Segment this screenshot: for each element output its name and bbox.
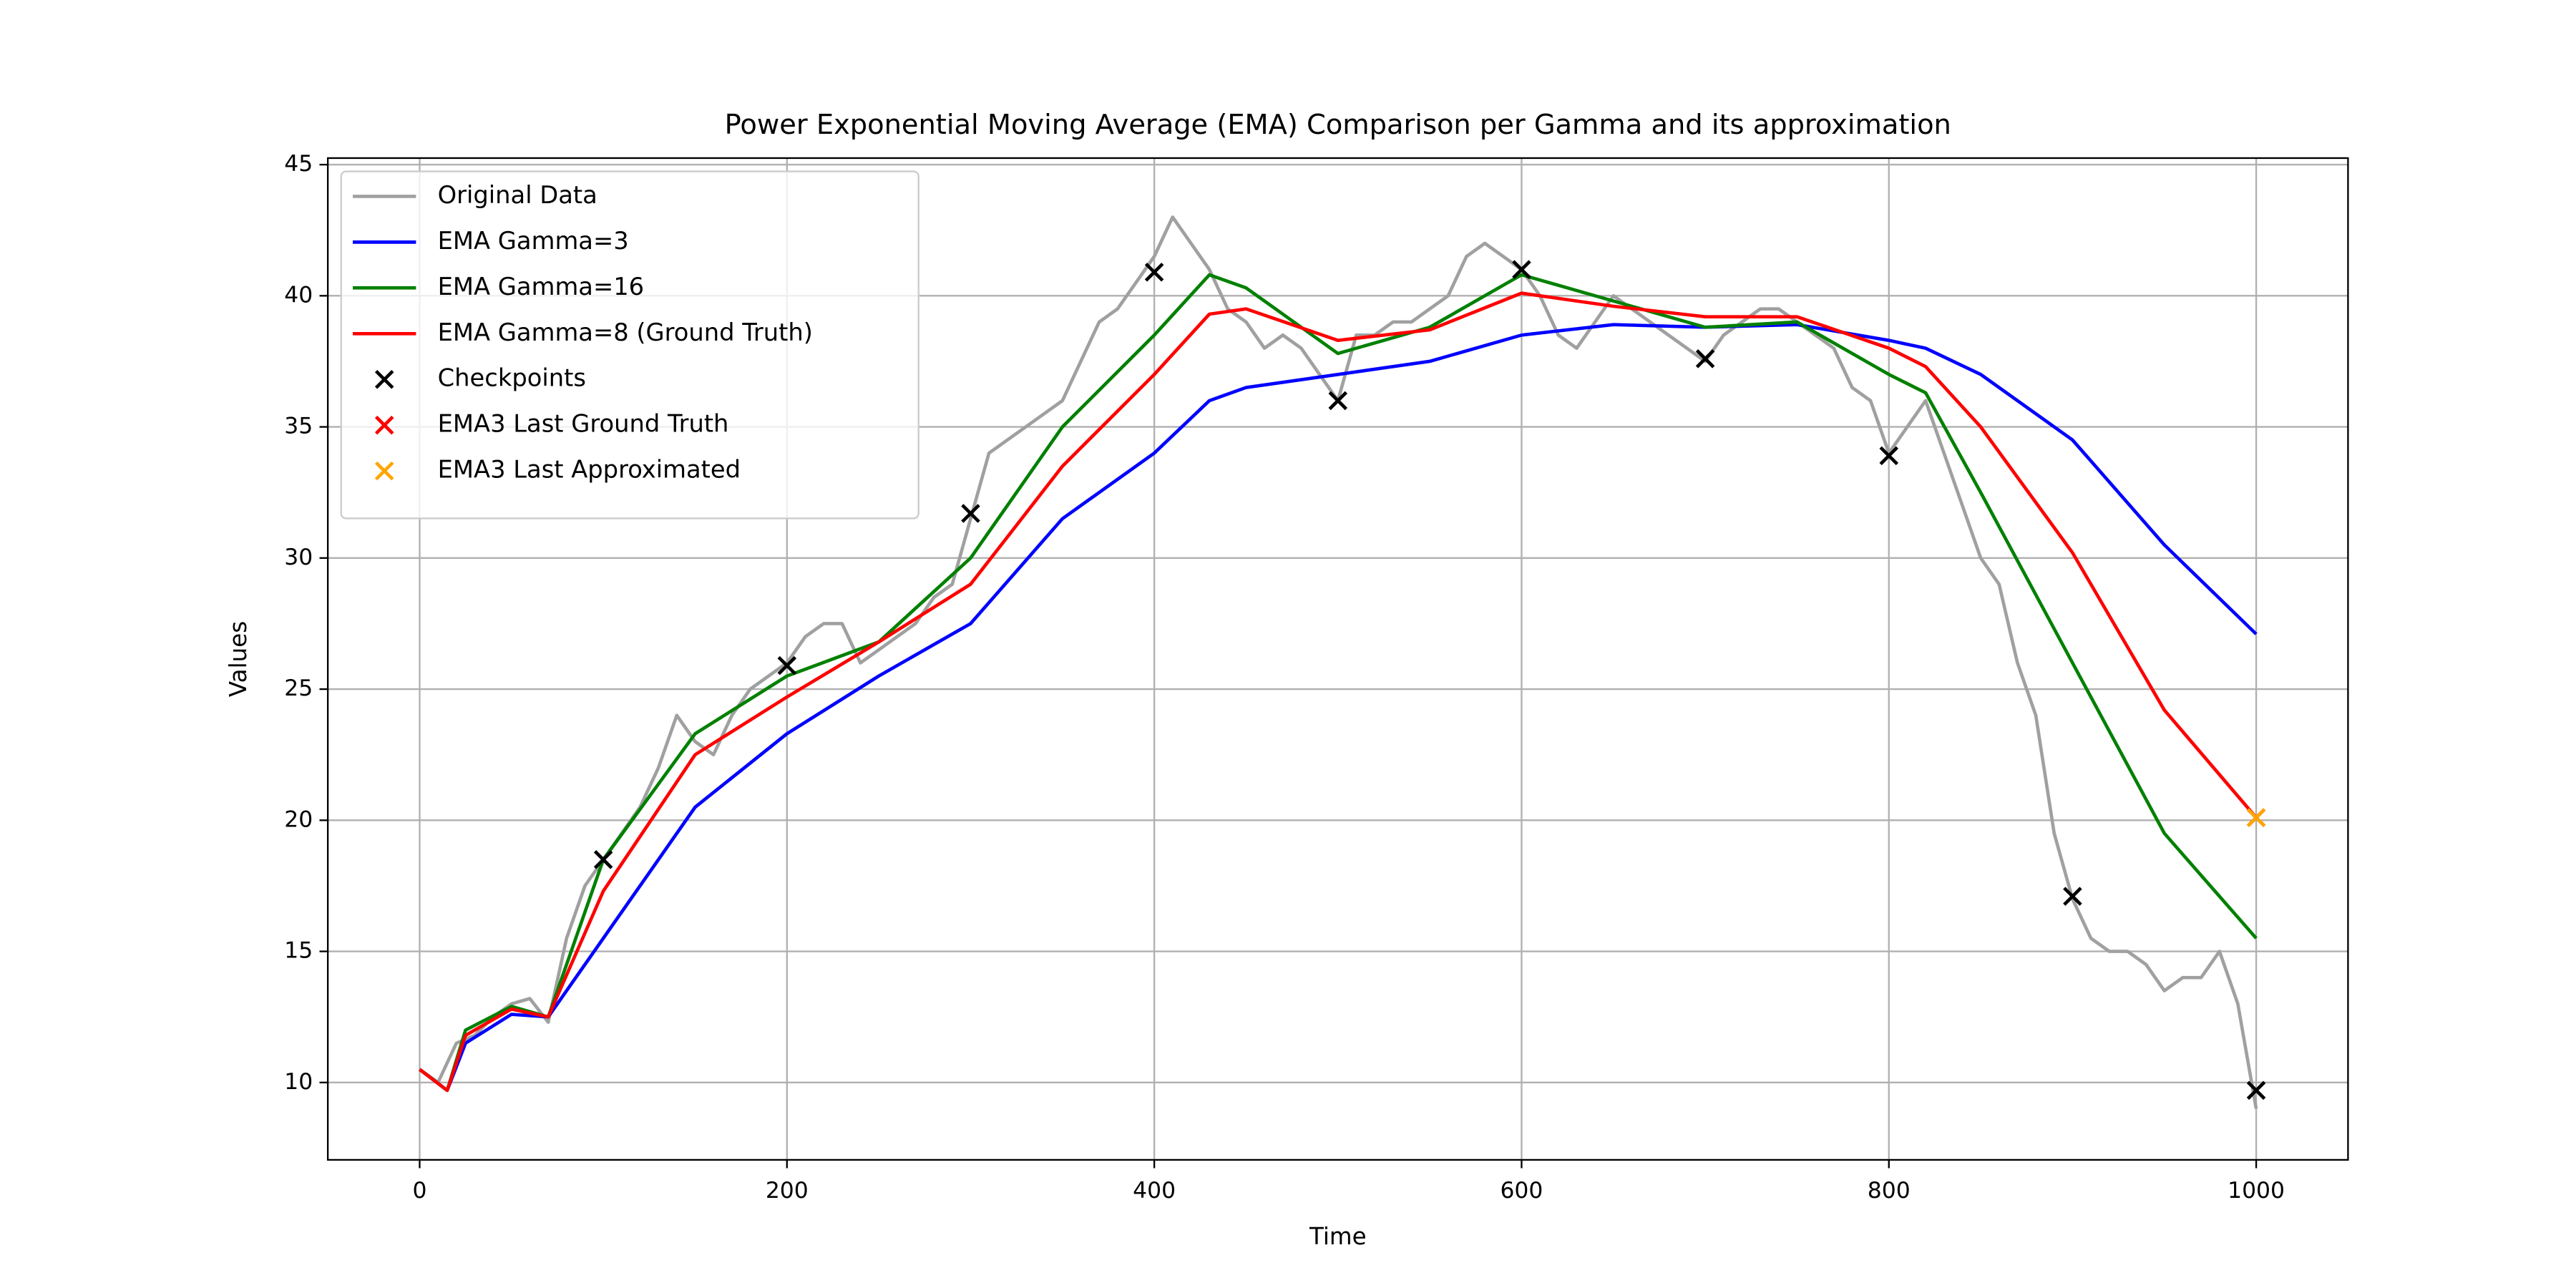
marker-stroke [2063, 887, 2082, 906]
marker-stroke [1512, 260, 1531, 279]
legend-label: EMA Gamma=8 (Ground Truth) [438, 318, 813, 346]
scatter-point [1695, 349, 1715, 369]
legend-label: EMA Gamma=16 [438, 273, 644, 301]
legend-swatch [374, 415, 394, 435]
plot-frame [326, 157, 2349, 1161]
legend-label: EMA3 Last Ground Truth [438, 410, 729, 438]
plot-data [419, 215, 2266, 1109]
legend: Original Data EMA Gamma=3 EMA Gamma=16 EMA … [340, 170, 919, 519]
legend-swatch [374, 369, 394, 389]
y-tick-label: 30 [284, 545, 313, 570]
series-line [419, 273, 2258, 1093]
x-tick-label: 200 [766, 1178, 809, 1204]
y-tick-label: 40 [284, 282, 313, 308]
series-line [419, 323, 2258, 1093]
scatter-point [1144, 263, 1164, 282]
scatter-point [2246, 1080, 2266, 1101]
marker-stroke [1144, 263, 1164, 282]
marker-stroke [2246, 1080, 2266, 1101]
scatter-point [961, 504, 980, 523]
legend-box [340, 170, 919, 519]
y-axis-label: Values [225, 621, 252, 697]
y-tick-label: 45 [284, 151, 313, 177]
legend-label: Original Data [438, 181, 597, 209]
scatter-point [2246, 808, 2266, 827]
scatter-point [593, 850, 613, 869]
marker-stroke [1879, 446, 1899, 466]
marker-stroke [777, 655, 797, 675]
grid [328, 157, 2348, 1160]
x-tick-label: 800 [1868, 1178, 1911, 1204]
scatter-point [1512, 260, 1531, 279]
chart-title: Power Exponential Moving Average (EMA) C… [725, 109, 1951, 141]
y-tick-label: 25 [284, 675, 313, 701]
legend-label: Checkpoints [438, 364, 586, 392]
marker-stroke [2246, 808, 2266, 827]
legend-swatch [374, 461, 394, 481]
marker-stroke [374, 369, 394, 389]
marker-stroke [961, 504, 980, 523]
scatter-point [1328, 391, 1348, 411]
marker-stroke [374, 415, 394, 435]
y-tick-label: 10 [284, 1069, 313, 1095]
x-tick-label: 1000 [2228, 1178, 2285, 1204]
marker-stroke [593, 850, 613, 869]
y-tick-label: 15 [284, 938, 313, 964]
legend-label: EMA Gamma=3 [438, 227, 629, 255]
marker-stroke [374, 461, 394, 481]
y-tick-label: 20 [284, 806, 313, 832]
y-tick-label: 35 [284, 414, 313, 439]
x-tick-label: 0 [412, 1178, 426, 1204]
scatter-point [777, 655, 797, 675]
marker-stroke [1328, 391, 1348, 411]
scatter-point [2063, 887, 2082, 906]
marker-stroke [1695, 349, 1715, 369]
x-tick-label: 400 [1133, 1178, 1176, 1204]
x-tick-label: 600 [1500, 1178, 1543, 1204]
scatter-point [1879, 446, 1899, 466]
legend-label: EMA3 Last Approximated [438, 456, 741, 484]
series-line [419, 291, 2258, 1093]
x-axis-label: Time [1309, 1223, 1367, 1250]
